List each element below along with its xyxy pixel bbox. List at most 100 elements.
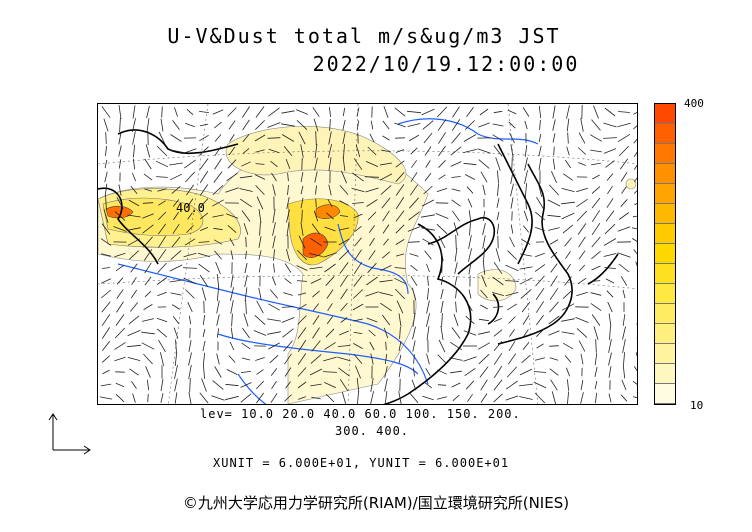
wind-vector	[407, 226, 421, 232]
wind-vector	[217, 287, 219, 301]
wind-vector	[271, 172, 277, 182]
wind-vector	[591, 236, 601, 248]
wind-vector	[482, 223, 486, 235]
wind-vector	[409, 184, 419, 196]
wind-vector	[619, 158, 629, 170]
wind-vector	[379, 279, 393, 283]
wind-vector	[156, 317, 168, 323]
wind-vector	[608, 339, 612, 353]
wind-vector	[300, 185, 304, 195]
wind-vector	[440, 248, 444, 262]
wind-vector	[622, 314, 626, 326]
wind-vector	[482, 261, 486, 275]
map-datetime: 2022/10/19.12:00:00	[312, 52, 580, 76]
wind-vector	[426, 263, 430, 273]
wind-vector	[398, 341, 402, 351]
wind-vector	[241, 210, 251, 222]
wind-vector	[199, 158, 209, 170]
wind-vector	[535, 301, 545, 313]
wind-vector	[478, 342, 490, 350]
wind-vector	[561, 318, 575, 322]
wind-vector	[104, 183, 108, 197]
wind-vector	[549, 239, 559, 245]
wind-vector	[398, 313, 402, 327]
wind-vector	[465, 380, 475, 390]
wind-vector	[478, 122, 490, 128]
wind-vector	[480, 379, 488, 391]
wind-vector	[618, 111, 630, 113]
wind-vector	[185, 289, 195, 299]
wind-vector	[395, 160, 405, 168]
wind-vector	[119, 118, 121, 132]
wind-vector	[465, 120, 475, 130]
wind-vector	[338, 227, 350, 231]
colorbar-swatch	[655, 264, 675, 284]
wind-vector	[312, 315, 320, 325]
wind-vector	[425, 368, 431, 376]
wind-vector	[146, 379, 150, 391]
wind-vector	[118, 105, 122, 119]
wind-vector	[396, 300, 404, 314]
wind-vector	[212, 214, 224, 218]
wind-vector	[240, 393, 252, 403]
wind-vector	[104, 171, 108, 183]
wind-vector	[617, 133, 631, 143]
wind-vector	[143, 188, 153, 192]
wind-vector	[539, 119, 541, 131]
wind-vector	[338, 250, 350, 260]
wind-vector	[480, 171, 488, 183]
wind-vector	[381, 314, 391, 326]
wind-vector	[368, 329, 376, 337]
wind-vector	[169, 264, 183, 272]
wind-vector	[466, 186, 474, 194]
wind-vector	[468, 235, 472, 249]
wind-vector	[313, 118, 319, 132]
wind-vector	[412, 287, 416, 301]
wind-vector	[633, 112, 637, 115]
wind-vector	[437, 369, 447, 375]
wind-vector	[268, 342, 280, 350]
wind-vector	[440, 288, 444, 300]
wind-vector	[310, 354, 322, 364]
wind-vector	[297, 303, 307, 311]
wind-vector	[524, 170, 528, 184]
wind-vector	[340, 302, 348, 312]
colorbar-swatch	[655, 284, 675, 304]
wind-vector	[103, 118, 109, 132]
wind-vector	[525, 196, 527, 210]
wind-vector	[451, 199, 461, 207]
wind-vector	[131, 277, 137, 285]
wind-vector	[202, 328, 206, 338]
wind-vector	[367, 211, 377, 221]
wind-vector	[478, 331, 490, 335]
wind-vector	[188, 391, 192, 404]
wind-vector	[450, 161, 462, 167]
wind-vector	[381, 251, 391, 259]
wind-vector	[270, 160, 278, 168]
wind-vector	[170, 292, 182, 296]
wind-vector	[510, 170, 514, 184]
wind-vector	[341, 391, 347, 404]
wind-vector	[538, 145, 542, 157]
wind-vector	[287, 172, 289, 182]
wind-vector	[552, 158, 556, 170]
wind-vector	[492, 292, 504, 296]
wind-vector	[325, 276, 335, 286]
wind-vector	[170, 173, 182, 181]
wind-vector	[591, 186, 601, 194]
wind-vector	[536, 196, 544, 210]
wind-vector	[519, 383, 533, 387]
wind-vector	[143, 249, 153, 261]
wind-vector	[493, 393, 503, 403]
wind-vector	[203, 352, 205, 366]
wind-vector	[296, 109, 308, 115]
wind-vector	[551, 171, 557, 183]
wind-vector	[464, 367, 476, 377]
contour-levels-line1: lev= 10.0 20.0 40.0 60.0 100. 150. 200.	[200, 407, 521, 421]
wind-vector	[438, 132, 446, 144]
wind-vector	[100, 289, 112, 299]
wind-vector	[580, 118, 584, 132]
wind-vector	[173, 327, 179, 339]
wind-vector	[622, 365, 626, 379]
wind-vector	[270, 393, 278, 403]
